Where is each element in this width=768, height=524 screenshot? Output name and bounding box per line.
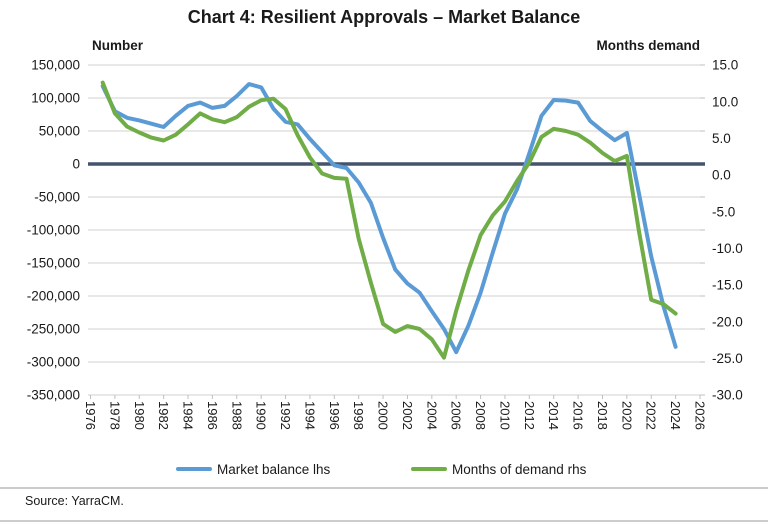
legend-line-blue-icon: [176, 467, 212, 471]
right-axis-tick-label: -25.0: [712, 351, 743, 366]
x-axis-tick-label: 1988: [229, 401, 244, 430]
source-note: Source: YarraCM.: [25, 494, 124, 508]
right-axis-tick-label: 10.0: [712, 94, 738, 109]
series-line-market-balance: [100, 82, 678, 355]
x-axis-tick-label: 1984: [181, 401, 196, 430]
x-axis-tick-label: 2026: [693, 401, 708, 430]
x-axis-tick-label: 1978: [107, 401, 122, 430]
left-axis-tick-label: -150,000: [27, 256, 80, 271]
x-axis-tick-label: 1986: [205, 401, 220, 430]
left-axis-unit-label: Number: [92, 38, 144, 53]
legend-label-months-demand: Months of demand rhs: [452, 461, 587, 477]
x-axis-tick-label: 1992: [278, 401, 293, 430]
left-axis-tick-label: -350,000: [27, 388, 80, 403]
right-axis-tick-label: -15.0: [712, 278, 743, 293]
x-axis-tick-label: 2008: [473, 401, 488, 430]
x-axis-tick-label: 1996: [327, 401, 342, 430]
left-axis-tick-label: 100,000: [31, 91, 80, 106]
legend-item-market-balance: Market balance lhs: [176, 461, 330, 477]
left-axis-tick-label: -250,000: [27, 322, 80, 337]
left-axis-tick-label: -200,000: [27, 289, 80, 304]
x-axis-tick-label: 2022: [644, 401, 659, 430]
legend-label-market-balance: Market balance lhs: [217, 461, 331, 477]
right-axis-unit-label: Months demand: [596, 38, 701, 53]
x-axis-tick-label: 2004: [424, 401, 439, 430]
x-axis-tick-label: 1998: [351, 401, 366, 430]
legend-item-months-demand: Months of demand rhs: [411, 461, 586, 477]
divider-line-top: [0, 487, 768, 489]
left-axis-tick-label: 0: [72, 157, 80, 172]
left-axis-tick-label: -100,000: [27, 223, 80, 238]
right-axis-tick-label: -10.0: [712, 241, 743, 256]
left-axis-tick-label: -50,000: [34, 190, 80, 205]
x-axis-tick-label: 2014: [546, 401, 561, 430]
chart-title: Chart 4: Resilient Approvals – Market Ba…: [187, 7, 581, 27]
x-axis-tick-label: 2016: [571, 401, 586, 430]
x-axis-tick-label: 2010: [497, 401, 512, 430]
x-axis-tick-label: 2018: [595, 401, 610, 430]
x-axis-tick-label: 1980: [132, 401, 147, 430]
x-axis-tick-label: 1976: [83, 401, 98, 430]
plot-area: 150,000 100,000 50,000 0 -50,000 -100,000 -150…: [27, 58, 743, 430]
right-axis-tick-label: 5.0: [712, 131, 731, 146]
right-axis-tick-label: 0.0: [712, 168, 731, 183]
x-axis-tick-label: 1982: [156, 401, 171, 430]
x-axis-tick-label: 2000: [376, 401, 391, 430]
left-axis-tick-label: 50,000: [39, 124, 80, 139]
divider-line-bottom: [0, 520, 768, 522]
left-axis-tick-label: 150,000: [31, 58, 80, 73]
x-axis-tick-label: 1990: [254, 401, 269, 430]
x-axis-tick-label: 2024: [668, 401, 683, 430]
legend-line-green-icon: [411, 467, 447, 471]
right-axis-tick-label: -5.0: [712, 204, 735, 219]
x-axis-tick-label: 2020: [619, 401, 634, 430]
left-axis-tick-label: -300,000: [27, 355, 80, 370]
right-axis-tick-label: 15.0: [712, 58, 738, 73]
x-axis-tick-label: 2002: [400, 401, 415, 430]
right-axis-tick-label: -20.0: [712, 314, 743, 329]
x-axis-tick-label: 2006: [449, 401, 464, 430]
x-axis-tick-label: 1994: [302, 401, 317, 430]
right-axis-tick-label: -30.0: [712, 388, 743, 403]
x-axis-tick-label: 2012: [522, 401, 537, 430]
series-line-months-demand: [100, 80, 678, 360]
